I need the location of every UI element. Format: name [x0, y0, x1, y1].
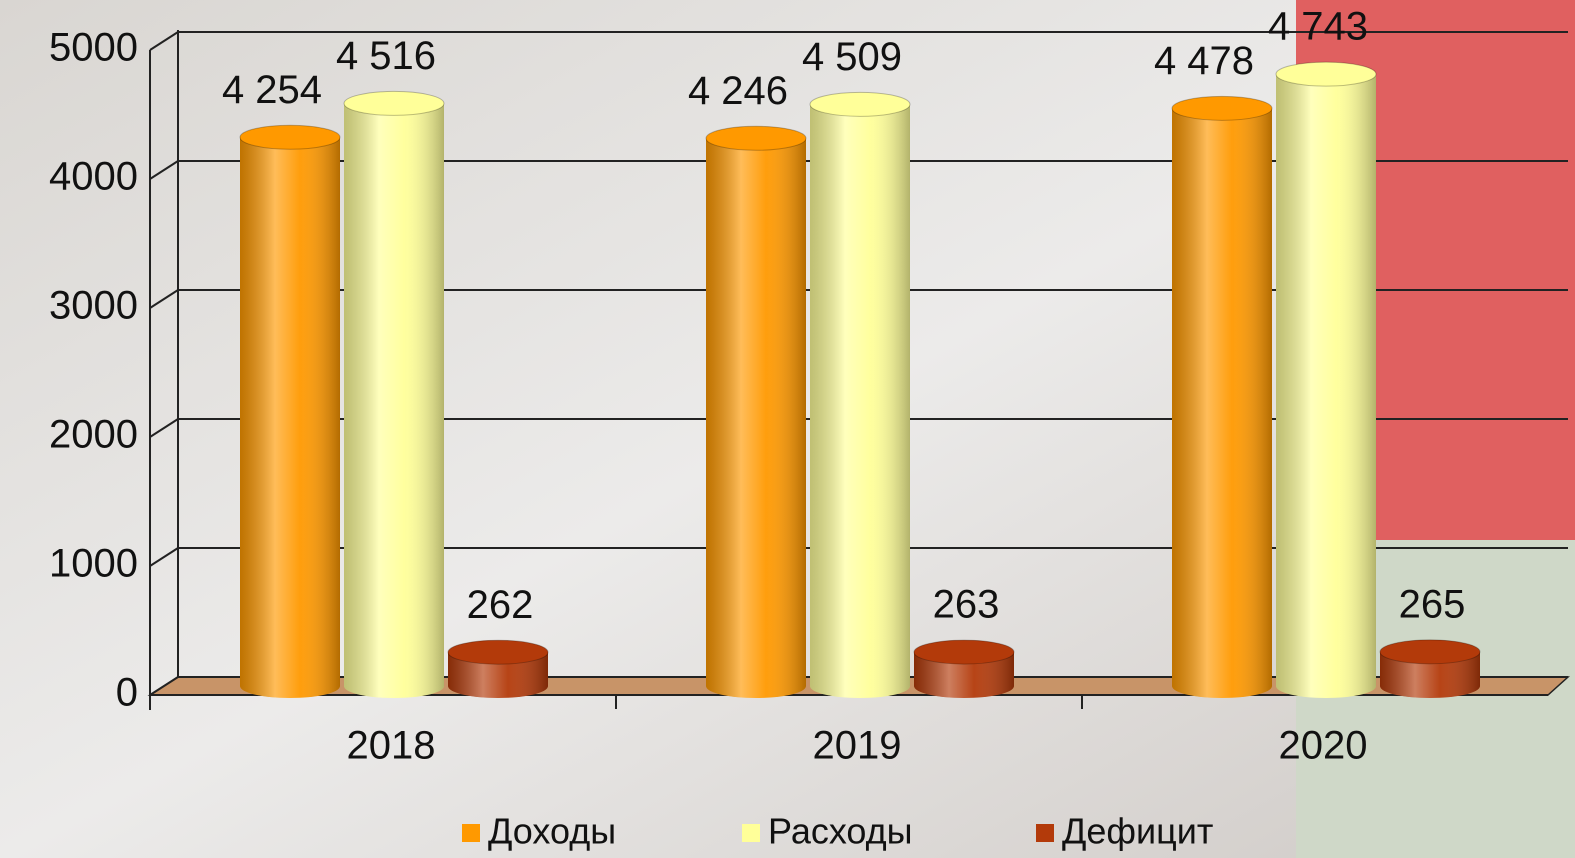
x-tick-label: 2020 [1279, 724, 1368, 768]
legend-label: Дефицит [1062, 811, 1213, 852]
cylinder-top [239, 124, 341, 150]
cylinder-body [810, 104, 910, 687]
y-tick-label: 5000 [49, 26, 138, 70]
y-tick-label: 1000 [49, 542, 138, 586]
legend-swatch [1036, 824, 1054, 842]
cylinder-body [240, 137, 340, 686]
x-tick-label: 2019 [813, 724, 902, 768]
cylinder [913, 639, 1015, 698]
cylinder-top [1379, 639, 1481, 665]
y-tick-label: 2000 [49, 413, 138, 457]
cylinder-top [809, 91, 911, 117]
cylinder [1171, 95, 1273, 698]
grid-line [149, 31, 179, 51]
cylinder [809, 91, 911, 698]
data-label: 4 254 [222, 68, 322, 112]
data-label: 263 [933, 583, 1000, 627]
cylinder-body [1276, 74, 1376, 686]
data-label: 4 478 [1154, 39, 1254, 83]
grid-line [149, 160, 179, 180]
cylinder-top [447, 639, 549, 665]
x-tick-label: 2018 [347, 724, 436, 768]
cylinder [239, 124, 341, 698]
cylinder [705, 125, 807, 698]
cylinder-body [706, 138, 806, 687]
legend-swatch [742, 824, 760, 842]
cylinder [343, 90, 445, 698]
cylinder-top [1171, 95, 1273, 121]
cylinder-top [705, 125, 807, 151]
grid-line [149, 547, 179, 567]
data-label: 262 [467, 583, 534, 627]
y-tick-label: 4000 [49, 155, 138, 199]
data-label: 4 509 [802, 35, 902, 79]
cylinder-body [344, 103, 444, 687]
legend-label: Доходы [488, 811, 616, 852]
cylinder-top [343, 90, 445, 116]
cylinder [1275, 61, 1377, 698]
data-label: 4 246 [688, 69, 788, 113]
cylinder-body [1172, 108, 1272, 686]
grid-line [149, 418, 179, 438]
data-label: 4 743 [1268, 5, 1368, 49]
cylinder [447, 639, 549, 698]
grid-line [149, 289, 179, 309]
y-tick-label: 3000 [49, 284, 138, 328]
data-label: 265 [1399, 582, 1466, 626]
y-tick-label: 0 [116, 671, 138, 715]
data-label: 4 516 [336, 34, 436, 78]
grid-line [149, 676, 179, 696]
cylinder [1379, 639, 1481, 698]
cylinder-top [913, 639, 1015, 665]
legend-swatch [462, 824, 480, 842]
cylinder-top [1275, 61, 1377, 87]
legend-label: Расходы [768, 811, 913, 852]
